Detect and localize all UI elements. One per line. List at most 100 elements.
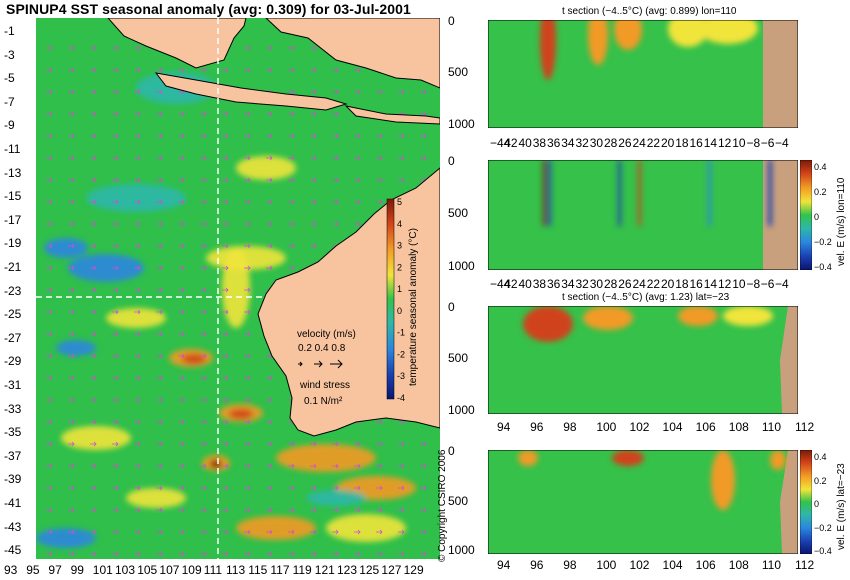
section-feature [614,20,642,50]
wind-arrow [200,199,207,205]
anomaly-patch [222,248,250,328]
section-x-tick-label: 22 [646,277,661,291]
wind-arrow [200,265,207,271]
section-x-tick-label: 28 [604,136,618,150]
wind-arrow [134,309,141,315]
wind-arrow [46,265,53,271]
wind-arrow [310,441,317,447]
wind-arrow [288,221,295,227]
wind-arrow [310,177,317,183]
wind-arrow [68,375,75,381]
section-x-tick-label: 32 [575,136,589,150]
section-x-tick-label: 18 [675,277,689,291]
wind-arrow [354,551,361,557]
wind-legend-value: 0.1 N/m² [304,396,343,407]
wind-arrow [90,111,97,117]
latitude-tick-label: -45 [4,543,22,558]
wind-arrow [134,441,141,447]
wind-arrow [68,67,75,73]
wind-arrow [156,441,163,447]
wind-arrow [156,375,163,381]
wind-arrow [46,177,53,183]
wind-arrow [68,221,75,227]
wind-arrow [200,375,207,381]
anomaly-patch [306,490,366,506]
depth-tick-label: 500 [448,351,469,366]
wind-arrow [156,221,163,227]
longitude-tick-label: 115 [248,563,268,577]
wind-arrow [68,419,75,425]
wind-arrow [112,287,119,293]
wind-arrow [112,177,119,183]
wind-arrow [68,243,75,249]
section-x-tick-label: 104 [662,558,683,572]
wind-arrow [112,485,119,491]
wind-arrow [398,155,405,161]
wind-arrow [68,507,75,513]
wind-arrow [134,463,141,469]
wind-arrow [376,419,383,425]
wind-arrow [178,529,185,535]
wind-arrow [178,133,185,139]
section-x-tick-label: 108 [728,558,749,572]
wind-arrow [112,375,119,381]
wind-arrow [376,89,383,95]
section-x-tick-label: 20 [661,136,675,150]
wind-arrow [398,507,405,513]
wind-arrow [90,287,97,293]
section-feature [768,160,772,226]
wind-arrow [244,397,251,403]
section-title: t section (−4..5°C) (avg: 0.899) lon=110 [562,6,737,17]
wind-arrow [90,397,97,403]
latitude-tick-label: -13 [4,165,22,180]
wind-arrow [178,375,185,381]
section-x-tick-label: 112 [795,558,815,572]
wind-arrow [46,507,53,513]
wind-arrow [354,507,361,513]
wind-arrow [134,199,141,205]
section-x-tick-label: 10 [732,277,746,291]
wind-arrow [244,155,251,161]
wind-arrow [90,309,97,315]
depth-tick-label: 1000 [448,402,475,417]
wind-arrow [200,529,207,535]
velocity-colorbar-tick: 0.4 [814,452,827,462]
wind-arrow [156,155,163,161]
wind-arrow [134,265,141,271]
wind-arrow [398,441,405,447]
anomaly-patch [210,460,222,468]
wind-arrow [244,287,251,293]
wind-arrow [112,89,119,95]
velocity-colorbar-tick: −0.2 [814,237,832,247]
wind-arrow [244,463,251,469]
longitude-tick-label: 125 [359,563,380,577]
wind-arrow [288,265,295,271]
latitude-tick-label: -7 [4,94,15,109]
section-land [780,306,798,414]
latitude-tick-label: -25 [4,307,22,322]
wind-arrow [222,441,229,447]
section-feature [678,306,718,326]
latitude-tick-label: -21 [4,260,22,274]
wind-arrow [68,177,75,183]
section-x-tick-label: 100 [596,558,617,572]
wind-arrow [354,463,361,469]
wind-arrow [112,463,119,469]
wind-arrow [222,243,229,249]
wind-arrow [200,507,207,513]
wind-arrow [266,419,273,425]
section-feature [518,450,538,466]
wind-arrow [68,265,75,271]
velocity-colorbar-tick: 0.2 [814,187,827,197]
section-x-tick-label: −44 [490,277,511,291]
wind-arrow [288,243,295,249]
wind-arrow [134,243,141,249]
wind-arrow [178,331,185,337]
wind-arrow [90,89,97,95]
wind-arrow [112,155,119,161]
wind-arrow [134,89,141,95]
latitude-tick-label: -15 [4,189,22,204]
wind-arrow [266,133,273,139]
wind-legend-label: wind stress [299,380,350,391]
